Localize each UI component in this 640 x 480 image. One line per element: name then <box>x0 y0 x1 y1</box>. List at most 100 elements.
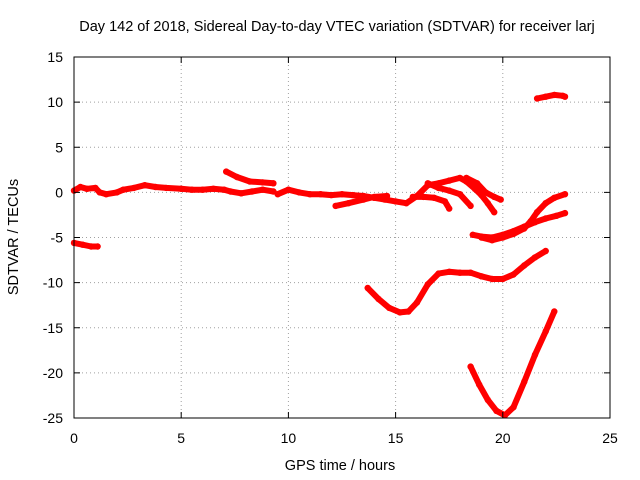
data-point <box>521 378 528 386</box>
data-point <box>510 404 517 411</box>
data-point <box>152 183 159 191</box>
data-point <box>371 193 378 201</box>
data-point <box>220 186 228 193</box>
data-point <box>561 93 569 100</box>
data-point <box>349 191 356 199</box>
data-point <box>473 180 481 187</box>
data-point <box>478 234 485 241</box>
y-tick-label: -25 <box>43 410 63 426</box>
data-point <box>403 200 410 207</box>
data-point <box>446 268 453 275</box>
data-series-trace-10 <box>478 191 569 244</box>
data-point <box>482 189 489 196</box>
data-point <box>456 191 464 198</box>
data-point <box>120 186 127 193</box>
data-point <box>467 363 474 370</box>
data-point <box>317 191 324 198</box>
data-point <box>227 188 234 195</box>
data-point <box>463 174 470 182</box>
data-point <box>77 183 84 191</box>
data-point <box>491 193 498 201</box>
data-point <box>94 243 101 250</box>
data-point <box>383 192 391 200</box>
data-point <box>199 186 206 193</box>
data-point <box>79 241 86 248</box>
data-trace <box>424 180 474 209</box>
data-point <box>561 191 569 198</box>
data-point <box>238 190 245 197</box>
data-trace <box>364 248 549 316</box>
data-point <box>420 193 427 201</box>
data-point <box>441 198 449 205</box>
data-point <box>103 191 110 198</box>
data-point <box>246 178 253 185</box>
data-point <box>531 351 539 358</box>
chart-title: Day 142 of 2018, Sidereal Day-to-day VTE… <box>79 19 595 35</box>
data-point <box>467 202 474 210</box>
data-point <box>499 234 506 241</box>
data-point <box>360 196 367 203</box>
data-point <box>424 281 431 288</box>
x-axis-label: GPS time / hours <box>285 458 395 474</box>
data-point <box>328 191 335 199</box>
y-tick-label: -20 <box>43 365 63 381</box>
data-series-trace-1 <box>70 182 277 198</box>
data-point <box>471 185 479 192</box>
data-point <box>424 180 431 187</box>
data-series-trace-7 <box>463 174 504 203</box>
data-series-trace-13 <box>467 308 558 419</box>
y-axis-label: SDTVAR / TECUs <box>6 179 22 295</box>
data-point <box>533 209 541 216</box>
data-point <box>551 91 558 99</box>
data-point <box>561 209 569 217</box>
data-trace <box>478 191 568 244</box>
data-point <box>456 174 464 182</box>
data-point <box>497 196 504 203</box>
x-tick-label: 25 <box>602 430 618 446</box>
data-point <box>338 191 346 198</box>
data-point <box>306 191 313 198</box>
data-point <box>392 198 399 205</box>
data-point <box>551 194 558 201</box>
data-point <box>553 212 560 219</box>
y-tick-label: -10 <box>43 275 63 291</box>
data-point <box>92 184 99 192</box>
data-point <box>469 231 476 238</box>
y-tick-label: -5 <box>51 230 64 246</box>
data-point <box>521 262 528 269</box>
data-point <box>491 209 498 216</box>
data-point <box>332 202 339 210</box>
data-point <box>533 95 541 102</box>
data-point <box>345 200 352 207</box>
x-tick-label: 20 <box>495 430 511 446</box>
data-point <box>295 189 303 196</box>
data-series-trace-12 <box>364 247 549 316</box>
data-point <box>409 193 416 201</box>
data-point <box>83 185 91 192</box>
data-point <box>405 308 412 315</box>
data-point <box>446 177 453 184</box>
x-tick-label: 10 <box>281 430 297 446</box>
data-series-trace-11 <box>533 91 569 102</box>
data-point <box>493 407 500 414</box>
data-point <box>223 168 230 175</box>
data-point <box>521 225 528 232</box>
data-point <box>542 247 549 255</box>
axis-ticks: 0 5 10 15 20 25 -25 -20 -15 -10 -5 0 5 10 15 <box>43 49 618 446</box>
y-tick-label: 5 <box>55 139 63 155</box>
data-point <box>248 188 256 195</box>
data-point <box>178 185 185 192</box>
data-point <box>456 269 464 276</box>
data-point <box>285 186 292 193</box>
data-point <box>510 271 517 278</box>
data-point <box>551 308 558 315</box>
data-point <box>188 186 196 193</box>
data-traces <box>70 91 569 419</box>
data-point <box>163 184 170 192</box>
x-tick-label: 0 <box>70 430 78 446</box>
x-tick-label: 5 <box>177 430 185 446</box>
data-point <box>130 184 138 192</box>
data-point <box>499 275 506 283</box>
data-trace <box>467 308 558 419</box>
data-point <box>141 182 148 189</box>
